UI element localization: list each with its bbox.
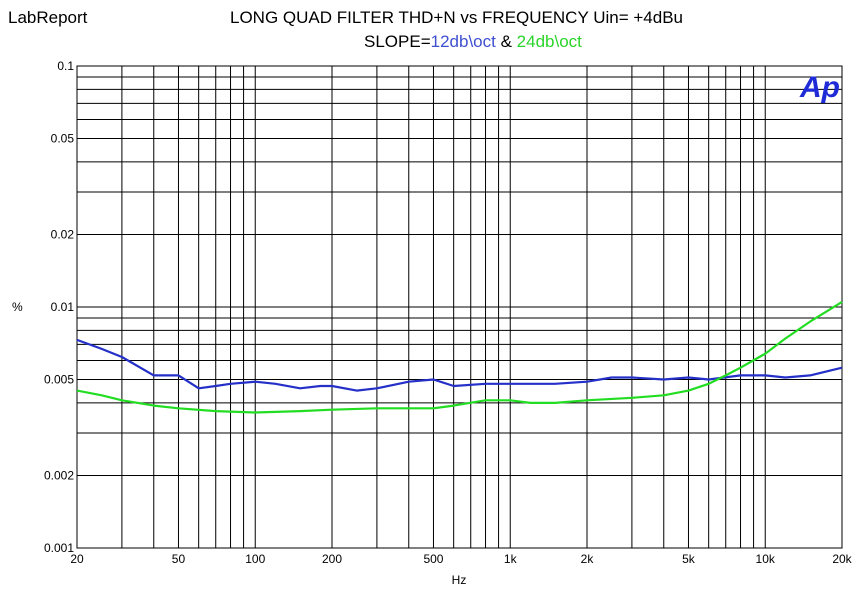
y-tick-label: 0.001: [44, 541, 74, 555]
ap-logo: Ap: [799, 71, 840, 104]
x-tick-label: 2k: [581, 552, 595, 566]
y-tick-label: 0.01: [51, 300, 75, 314]
series-line-2: [76, 300, 843, 414]
plot-frame: [76, 65, 843, 549]
y-tick-label: 0.1: [57, 59, 74, 73]
x-tick-label: 200: [322, 552, 342, 566]
y-tick-label: 0.05: [51, 132, 75, 146]
x-tick-label: 5k: [682, 552, 696, 566]
chart-subtitle: SLOPE=12db\oct & 24db\oct: [364, 32, 582, 52]
y-tick-label: 0.02: [51, 227, 75, 241]
x-tick-label: 500: [423, 552, 443, 566]
y-tick-label: 0.002: [44, 468, 74, 482]
chart-title: LONG QUAD FILTER THD+N vs FREQUENCY Uin=…: [230, 8, 683, 27]
x-tick-label: 20: [70, 552, 84, 566]
chart-series: [76, 300, 843, 414]
y-tick-label: 0.005: [44, 373, 74, 387]
x-tick-label: 10k: [756, 552, 776, 566]
x-tick-label: 100: [245, 552, 265, 566]
subtitle-series-12db: 12db\oct: [430, 32, 496, 51]
y-axis-label: %: [12, 300, 23, 314]
chart-tick-labels: 20 50 100 200 500 1k 2k 5k 10k 20k 0.001 0.002 0.005…: [44, 59, 853, 566]
chart-grid: [76, 65, 843, 549]
subtitle-series-24db: 24db\oct: [516, 32, 582, 51]
x-axis-label: Hz: [452, 573, 467, 587]
brand-label: LabReport: [8, 8, 88, 27]
series-line-1: [76, 338, 843, 392]
x-tick-label: 20k: [832, 552, 852, 566]
x-tick-label: 1k: [504, 552, 518, 566]
x-tick-label: 50: [172, 552, 186, 566]
subtitle-join: &: [495, 32, 517, 51]
subtitle-prefix: SLOPE=: [364, 32, 431, 51]
